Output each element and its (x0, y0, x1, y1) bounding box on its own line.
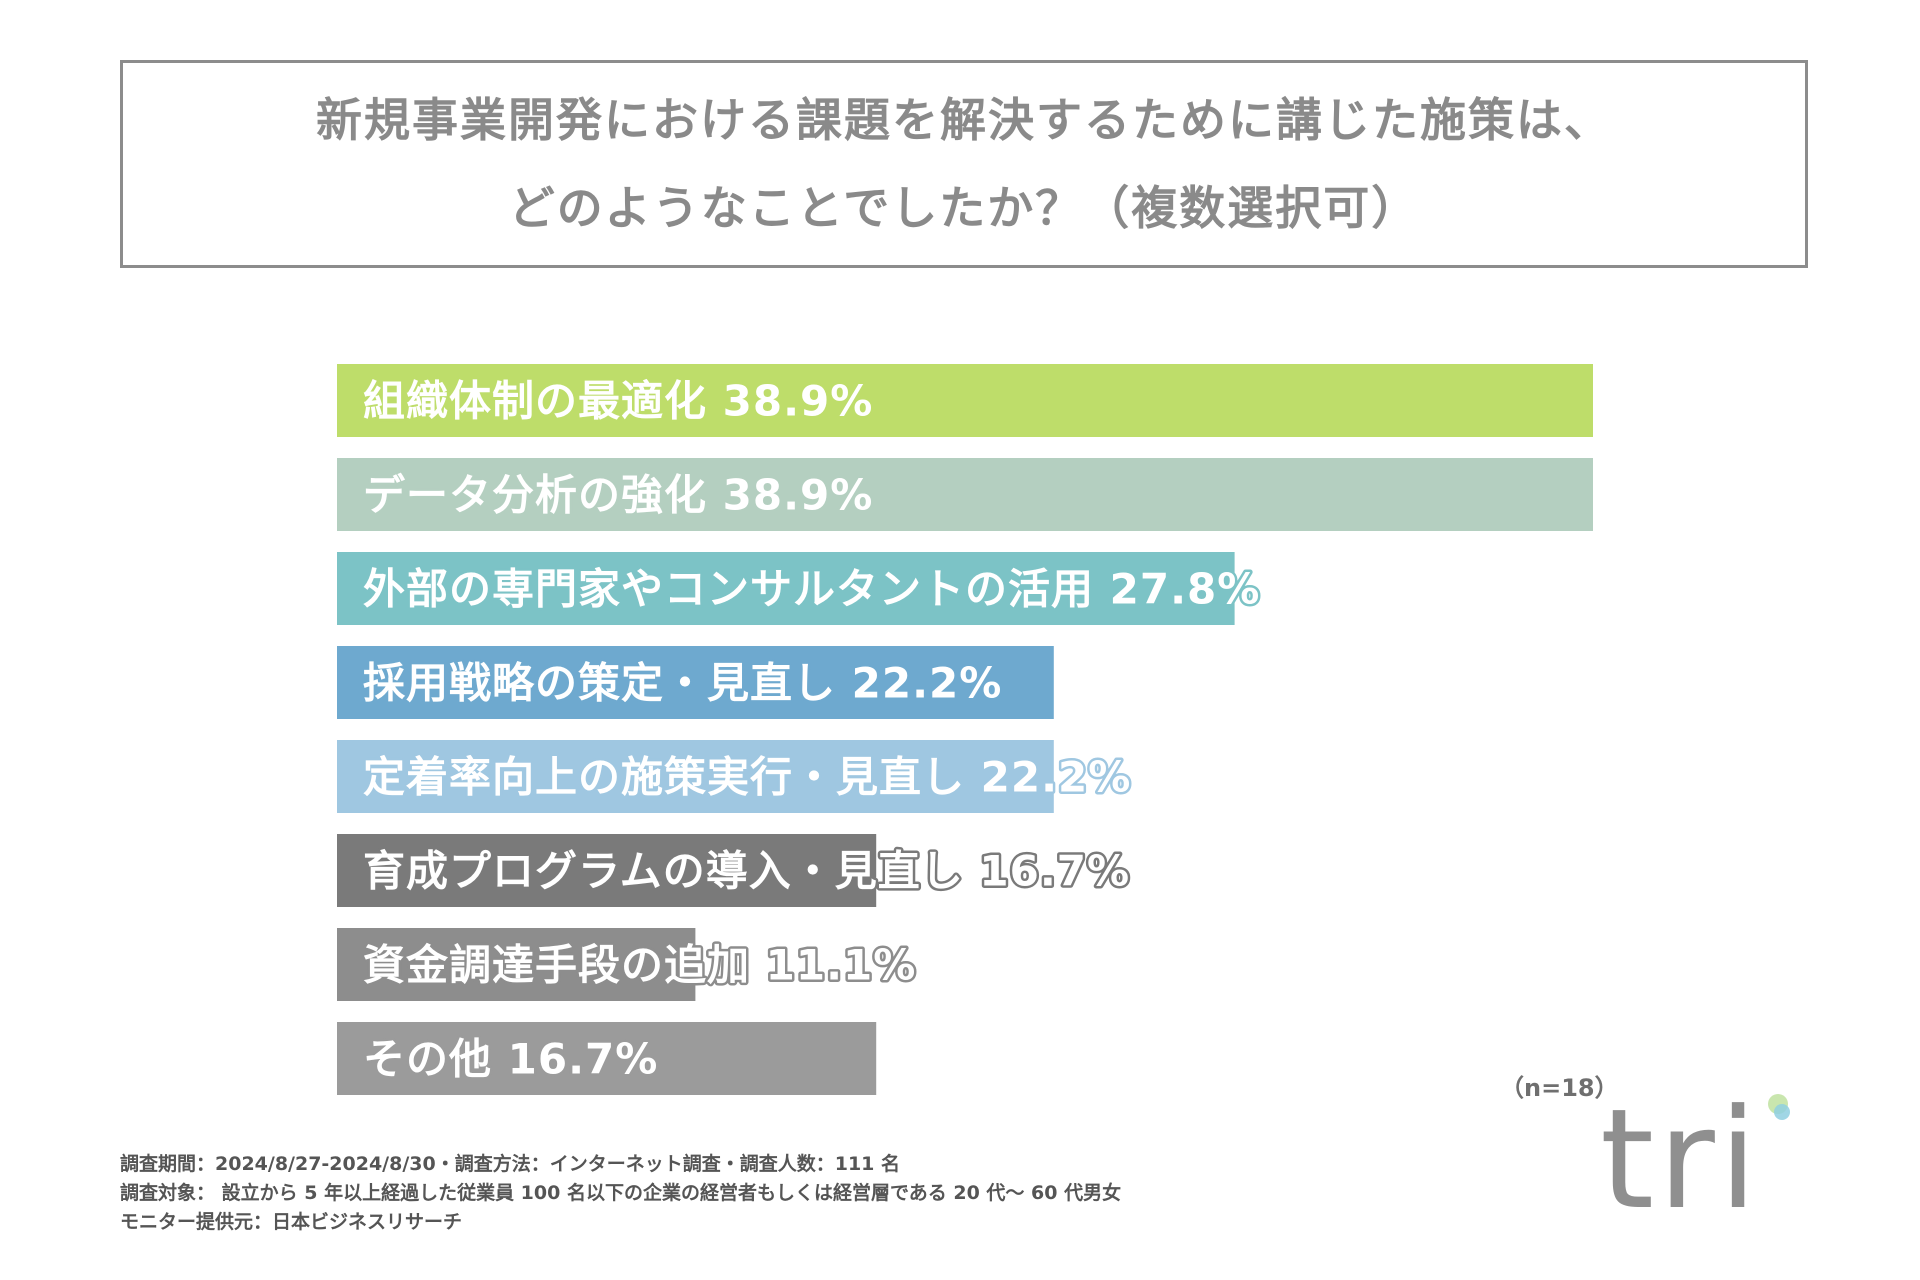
bar-5 (337, 740, 1054, 813)
chart-title-line-1: 新規事業開発における課題を解決するために講じた施策は、 (316, 93, 1612, 147)
bar-value-6: 16.7% (964, 847, 1130, 896)
bar-category-5: 定着率向上の施策実行・見直し (363, 753, 965, 802)
bar-label-2: データ分析の強化 38.9% (363, 471, 873, 520)
bar-label-6: 育成プログラムの導入・見直し 16.7% (363, 847, 1130, 896)
bar-7 (337, 928, 696, 1001)
bar-value-7: 11.1% (750, 941, 916, 990)
bar-category-2: データ分析の強化 (363, 471, 707, 520)
tri-logo: tri (1600, 1090, 1800, 1230)
bar-value-8: 16.7% (492, 1035, 658, 1084)
bar-label-5: 定着率向上の施策実行・見直し 22.2% (363, 753, 1131, 802)
bar-category-6: 育成プログラムの導入・見直し (363, 847, 964, 896)
footnotes: 調査期間：2024/8/27-2024/8/30・調査方法：インターネット調査・… (120, 1150, 1320, 1237)
bar-label-7: 資金調達手段の追加 11.1% (363, 941, 916, 990)
footnote-monitor-provider: モニター提供元：日本ビジネスリサーチ (120, 1211, 463, 1233)
bar-1 (337, 364, 1593, 437)
logo-text: tri (1600, 1079, 1762, 1240)
bar-value-1: 38.9% (707, 377, 873, 426)
bar-category-8: その他 (363, 1035, 492, 1084)
bar-3 (337, 552, 1235, 625)
bar-label-3: 外部の専門家やコンサルタントの活用 27.8% (363, 565, 1260, 614)
logo-dot-blue (1774, 1104, 1790, 1120)
bar-label-1: 組織体制の最適化 38.9% (363, 377, 873, 426)
sample-size-label: （n=18） (1500, 1074, 1619, 1102)
bar-value-4: 22.2% (836, 659, 1002, 708)
bar-value-3: 27.8% (1094, 565, 1260, 614)
bar-2 (337, 458, 1593, 531)
bar-category-4: 採用戦略の策定・見直し (363, 659, 836, 708)
title-box: 新規事業開発における課題を解決するために講じた施策は、 どのようなことでしたか？… (120, 60, 1808, 268)
bar-label-4: 採用戦略の策定・見直し 22.2% (363, 659, 1002, 708)
footnote-survey-target: 調査対象： 設立から 5 年以上経過した従業員 100 名以下の企業の経営者もし… (120, 1182, 1122, 1204)
chart-title-line-2: どのようなことでしたか？（複数選択可） (508, 181, 1420, 235)
bar-category-1: 組織体制の最適化 (363, 377, 707, 426)
bar-4 (337, 646, 1054, 719)
bar-6 (337, 834, 877, 907)
bar-value-5: 22.2% (965, 753, 1131, 802)
bar-value-2: 38.9% (707, 471, 873, 520)
bar-label-8: その他 16.7% (363, 1035, 658, 1084)
footnote-survey-period: 調査期間：2024/8/27-2024/8/30・調査方法：インターネット調査・… (120, 1153, 901, 1175)
bar-category-3: 外部の専門家やコンサルタントの活用 (363, 565, 1094, 614)
bar-category-7: 資金調達手段の追加 (363, 941, 750, 990)
bar-8 (337, 1022, 877, 1095)
